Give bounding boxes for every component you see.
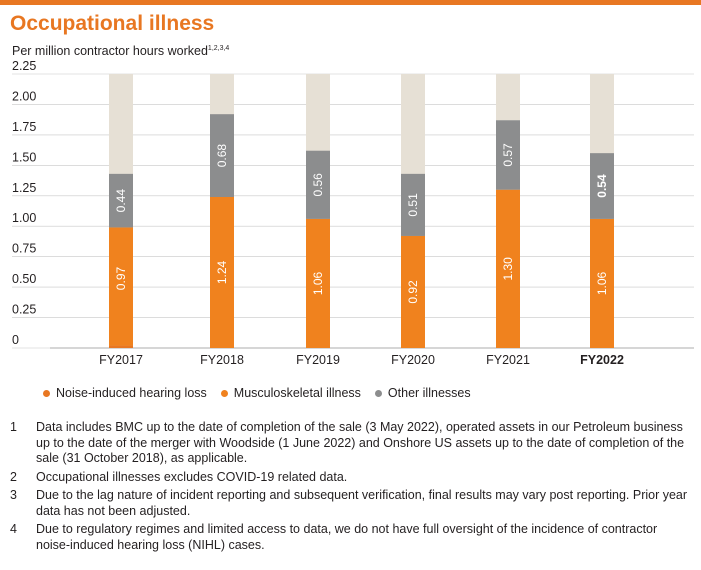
footnote-3: 3 Due to the lag nature of incident repo… — [10, 488, 690, 519]
bar-segment-musculoskeletal — [590, 218, 614, 348]
data-label: 0.68 — [215, 144, 229, 168]
y-tick-label: 1.00 — [12, 211, 36, 225]
subtitle-text: Per million contractor hours worked — [12, 44, 208, 58]
legend-dot-noise — [43, 389, 50, 397]
footnote-text: Due to the lag nature of incident report… — [36, 488, 688, 518]
x-tick-label: FY2021 — [486, 353, 530, 367]
y-tick-label: 2.25 — [12, 60, 36, 73]
data-label: 0.92 — [406, 280, 420, 304]
data-label: 1.30 — [501, 257, 515, 281]
y-tick-label: 0.50 — [12, 272, 36, 286]
footnote-4: 4 Due to regulatory regimes and limited … — [10, 522, 690, 553]
subtitle-footnote-refs: 1,2,3,4 — [207, 45, 230, 52]
data-label: 0.54 — [595, 174, 609, 198]
legend-dot-musculoskeletal — [220, 389, 228, 397]
chart-subtitle: Per million contractor hours worked1,2,3… — [12, 44, 229, 58]
x-tick-label: FY2018 — [200, 353, 244, 367]
footnote-2: 2 Occupational illnesses excludes COVID-… — [10, 470, 690, 486]
legend-label-other: Other illnesses — [387, 386, 471, 400]
y-tick-label: 1.50 — [12, 150, 36, 164]
data-label: 0.51 — [406, 193, 420, 217]
y-tick-label: 0.75 — [12, 242, 36, 256]
y-tick-label: 2.00 — [12, 89, 36, 103]
data-label: 0.57 — [501, 143, 515, 167]
bar-segment-other — [496, 120, 520, 190]
data-label: 1.06 — [595, 271, 609, 295]
x-tick-label: FY2017 — [99, 353, 143, 367]
x-tick-label: FY2020 — [391, 353, 435, 367]
bar-segment-other — [109, 173, 133, 228]
footnote-number: 2 — [10, 469, 17, 484]
data-label: 0.44 — [114, 189, 128, 213]
top-accent-bar — [0, 0, 701, 5]
bar-segment-other — [401, 173, 425, 236]
stacked-bar-chart: 00.250.500.751.001.251.501.752.002.250.0… — [12, 60, 694, 367]
legend-label-noise: Noise-induced hearing loss — [56, 386, 207, 400]
legend-item-musculoskeletal: Musculoskeletal illness — [220, 386, 361, 400]
footnotes: 1 Data includes BMC up to the date of co… — [10, 420, 690, 556]
bar-segment-musculoskeletal — [401, 235, 425, 348]
bar-segment-other — [590, 153, 614, 219]
y-tick-label: 0 — [12, 333, 19, 347]
footnote-number: 4 — [10, 522, 17, 536]
bar-segment-other — [210, 114, 234, 197]
footnote-text: Due to regulatory regimes and limited ac… — [36, 522, 658, 552]
footnote-number: 3 — [10, 488, 17, 502]
legend-dot-other — [374, 389, 382, 397]
bar-segment-other — [306, 150, 330, 219]
legend-item-other: Other illnesses — [374, 386, 471, 400]
chart-title: Occupational illness — [10, 12, 215, 35]
legend-item-noise: Noise-induced hearing loss — [43, 386, 207, 400]
data-label: 1.06 — [311, 271, 325, 295]
y-tick-label: 1.75 — [12, 120, 36, 134]
footnote-1: 1 Data includes BMC up to the date of co… — [10, 420, 690, 467]
bar-segment-musculoskeletal — [109, 227, 133, 346]
legend-label-musculoskeletal: Musculoskeletal illness — [233, 386, 361, 400]
y-tick-label: 1.25 — [12, 181, 36, 195]
footnote-text: Data includes BMC up to the date of comp… — [36, 420, 685, 465]
y-tick-label: 0.25 — [12, 303, 36, 317]
footnote-text: Occupational illnesses excludes COVID-19… — [36, 469, 348, 484]
x-tick-label: FY2019 — [296, 353, 340, 367]
bar-segment-musculoskeletal — [306, 218, 330, 348]
data-label: 1.24 — [215, 260, 229, 284]
data-label: 0.56 — [311, 173, 325, 197]
footnote-number: 1 — [10, 420, 17, 434]
bar-segment-noise — [109, 345, 133, 348]
chart-legend: Noise-induced hearing loss Musculoskelet… — [43, 386, 471, 400]
bar-segment-musculoskeletal — [496, 189, 520, 348]
bar-segment-musculoskeletal — [210, 196, 234, 348]
x-tick-label: FY2022 — [580, 353, 624, 367]
data-label: 0.97 — [114, 267, 128, 291]
